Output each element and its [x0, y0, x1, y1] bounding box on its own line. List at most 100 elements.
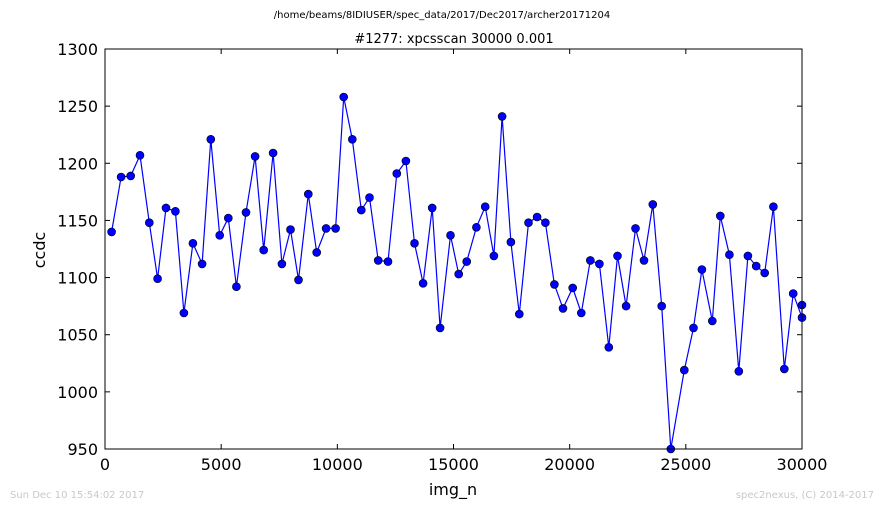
y-axis-label: ccdc [30, 232, 49, 269]
data-point [331, 224, 340, 233]
data-point [541, 218, 550, 227]
x-tick-label: 10000 [312, 455, 363, 474]
data-point [241, 208, 251, 217]
data-point [410, 239, 419, 248]
data-point [497, 112, 507, 121]
y-tick-label: 1300 [57, 40, 98, 59]
data-point [303, 189, 313, 199]
data-point [595, 259, 604, 269]
x-tick-label: 15000 [428, 455, 479, 474]
data-point [462, 257, 472, 266]
data-point [347, 135, 357, 144]
data-point [188, 239, 198, 248]
chart-title: #1277: xpcsscan 30000 0.001 [354, 32, 553, 47]
data-point [373, 256, 383, 265]
data-point [294, 275, 303, 285]
data-point [725, 250, 734, 259]
data-point [232, 282, 241, 292]
x-tick-label: 25000 [660, 455, 711, 474]
data-point [715, 211, 725, 221]
data-point [558, 304, 568, 313]
y-tick-label: 1000 [57, 383, 98, 402]
data-point [224, 213, 233, 223]
data-point [648, 200, 658, 209]
data-point [585, 256, 595, 265]
x-tick-label: 30000 [777, 455, 828, 474]
x-tick-labels: 0 5000 10000 15000 20000 25000 30000 [100, 455, 828, 474]
data-point [135, 151, 145, 160]
data-point [215, 231, 224, 240]
data-point [472, 223, 481, 232]
data-point [788, 289, 798, 298]
data-point [697, 265, 707, 274]
data-point [613, 251, 622, 261]
data-point [621, 301, 631, 311]
data-point [734, 366, 744, 376]
data-point [145, 218, 154, 227]
data-point [418, 278, 428, 288]
data-point [568, 283, 578, 293]
data-point [576, 308, 586, 318]
data-point [116, 172, 126, 182]
data-point [268, 148, 278, 158]
timestamp-footer: Sun Dec 10 15:54:02 2017 [10, 490, 145, 501]
y-tick-label: 1050 [57, 326, 98, 345]
data-point [532, 212, 542, 222]
data-point [153, 274, 162, 284]
data-point [779, 364, 789, 374]
data-point [604, 342, 614, 352]
data-point [206, 135, 216, 144]
data-point [506, 237, 516, 247]
data-point [550, 280, 559, 289]
data-point [639, 256, 649, 265]
y-tick-labels: 950 1000 1050 1100 1150 1200 1250 1300 [57, 40, 98, 459]
y-tick-label: 1250 [57, 97, 98, 116]
x-tick-label: 20000 [544, 455, 595, 474]
x-tick-label: 5000 [201, 455, 242, 474]
data-point [126, 171, 135, 181]
data-point [197, 259, 207, 269]
data-point [365, 193, 374, 202]
data-point [631, 224, 640, 233]
data-point [286, 225, 295, 234]
data-point [657, 301, 667, 311]
plot-area-frame [104, 48, 803, 450]
data-point [401, 156, 411, 166]
data-point [707, 316, 717, 326]
data-point [524, 218, 533, 227]
data-point [446, 231, 455, 240]
data-point [356, 205, 366, 215]
series-markers [107, 92, 807, 454]
data-point [312, 248, 322, 257]
data-point [751, 261, 761, 271]
chart-suptitle: /home/beams/8IDIUSER/spec_data/2017/Dec2… [274, 10, 610, 21]
data-point [259, 245, 269, 255]
x-axis-label: img_n [429, 480, 477, 500]
data-point [179, 308, 189, 318]
data-point [435, 323, 445, 333]
data-point [760, 268, 770, 278]
data-point [321, 224, 331, 233]
data-point [454, 269, 464, 279]
data-point [480, 202, 490, 211]
y-tick-label: 1200 [57, 154, 98, 173]
data-point [427, 203, 437, 213]
data-point [339, 92, 349, 102]
data-point [679, 365, 689, 375]
y-tick-label: 1100 [57, 269, 98, 288]
data-point [514, 309, 524, 319]
data-point [489, 251, 499, 261]
x-tick-label: 0 [100, 455, 110, 474]
data-point [161, 203, 171, 213]
data-point [743, 251, 753, 261]
copyright-footer: spec2nexus, (C) 2014-2017 [735, 490, 874, 501]
data-point [689, 323, 698, 333]
data-point [769, 202, 778, 211]
data-point [392, 169, 402, 178]
y-tick-label: 950 [67, 440, 98, 459]
data-point [277, 259, 287, 269]
data-point [250, 152, 260, 161]
data-point [383, 257, 393, 266]
data-point [171, 207, 180, 216]
